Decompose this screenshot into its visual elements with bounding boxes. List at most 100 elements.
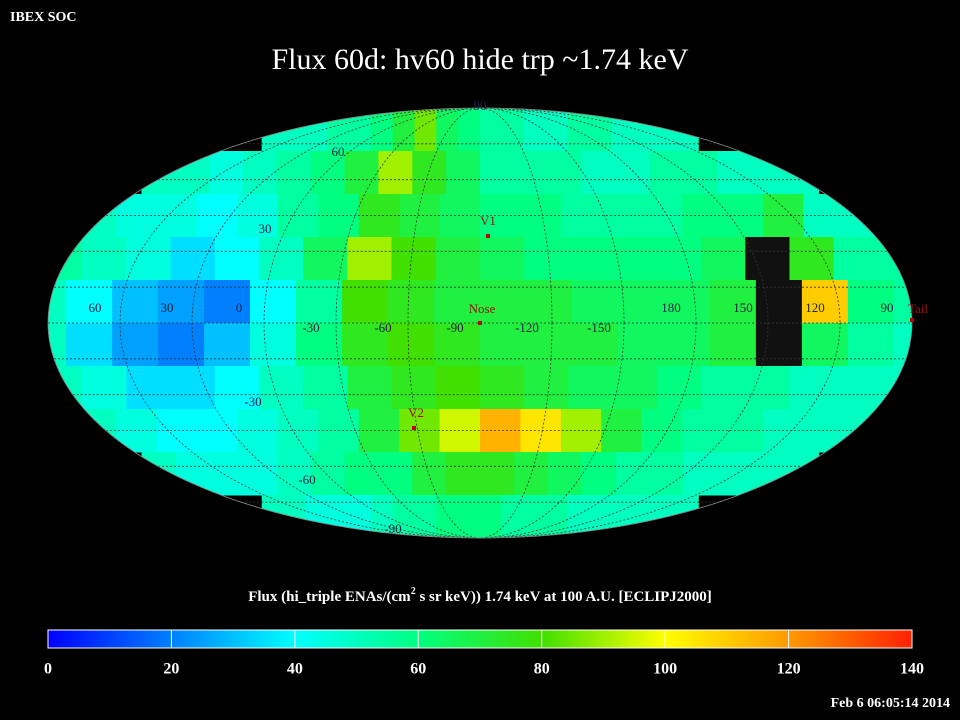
colorbar-label-sup: 2 [411, 586, 416, 597]
colorbar-tick-label: 80 [534, 661, 550, 678]
flux-cell [126, 237, 172, 281]
flux-cell [501, 495, 525, 538]
flux-cell [716, 151, 752, 195]
flux-cell [391, 237, 437, 281]
flux-cell [701, 237, 746, 281]
longitude-label: 180 [661, 300, 681, 315]
graticule [47, 107, 913, 539]
flux-cell [801, 323, 849, 367]
flux-cell [567, 495, 590, 538]
marker-dot [486, 234, 490, 238]
flux-cell [789, 366, 835, 410]
colorbar-tick-label: 100 [653, 661, 677, 678]
flux-cell [480, 452, 515, 496]
latitude-label: 90 [474, 98, 487, 113]
flux-cell [303, 237, 348, 281]
flux-cell [480, 366, 525, 410]
flux-cell [342, 280, 389, 324]
flux-cell [615, 452, 650, 496]
flux-cell [683, 151, 718, 195]
flux-cell [82, 366, 127, 410]
flux-cell [435, 366, 481, 410]
flux-cell [276, 452, 312, 496]
longitude-label: 90 [881, 300, 894, 315]
longitude-label: 120 [805, 300, 825, 315]
flux-cell [158, 323, 205, 367]
colorbar-label-part: Flux (hi_triple ENAs/(cm [248, 589, 411, 605]
flux-cell [82, 237, 127, 281]
marker-label: V1 [480, 213, 496, 228]
flux-cell [568, 366, 614, 410]
flux-cell [649, 452, 684, 496]
flux-cell [347, 237, 393, 281]
flux-cell [545, 108, 568, 152]
colorbar-tick-label: 60 [410, 661, 426, 678]
flux-cell [524, 366, 569, 410]
timestamp: Feb 6 06:05:14 2014 [831, 696, 950, 711]
flux-cell [480, 323, 527, 367]
flux-cell [412, 151, 447, 195]
marker-dot [478, 321, 482, 325]
flux-cell [568, 237, 614, 281]
colorbar-tick-label: 40 [287, 661, 303, 678]
map-outline [47, 107, 913, 539]
flux-cell [789, 237, 835, 281]
flux-cell [296, 323, 343, 367]
flux-cell [66, 280, 113, 324]
flux-cell [567, 108, 590, 152]
flux-cell [209, 452, 244, 496]
flux-cell [347, 366, 393, 410]
longitude-label: 30 [161, 300, 174, 315]
flux-cell [656, 237, 702, 281]
flux-cell [683, 452, 718, 496]
colorbar-tick-label: 120 [777, 661, 801, 678]
marker-label: V2 [408, 405, 424, 420]
flux-cell [209, 151, 244, 195]
flux-cell [612, 237, 658, 281]
corner-label: IBEX SOC [10, 10, 77, 25]
flux-cell [709, 280, 757, 324]
longitude-label: -90 [446, 320, 463, 335]
flux-cell [243, 151, 278, 195]
flux-cell [435, 237, 481, 281]
flux-cell [501, 108, 525, 152]
flux-cell [392, 108, 416, 152]
longitude-label: -30 [302, 320, 319, 335]
longitude-label: 0 [236, 300, 243, 315]
flux-cell [833, 237, 879, 281]
marker-label: Tail [908, 301, 928, 316]
flux-cell [745, 366, 790, 410]
flux-cell [310, 151, 346, 195]
flux-cell [388, 280, 435, 324]
flux-cell [547, 452, 583, 496]
flux-cell [370, 495, 394, 538]
flux-cell [523, 108, 546, 152]
colorbar-tick-label: 20 [163, 661, 179, 678]
latitude-label: -60 [298, 472, 315, 487]
flux-cell [391, 366, 437, 410]
flux-cell [547, 151, 583, 195]
marker-label: Nose [469, 301, 496, 316]
colorbar-label-part: s sr keV)) 1.74 keV at 100 A.U. [ECLIPJ2… [416, 589, 712, 605]
flux-cell [615, 151, 650, 195]
flux-cell [378, 452, 413, 496]
flux-cell [656, 366, 702, 410]
flux-cell [480, 237, 525, 281]
flux-cell [344, 151, 379, 195]
flux-cell [663, 323, 711, 367]
flux-cell [745, 237, 790, 281]
flux-cell [446, 452, 481, 496]
flux-cell [434, 280, 481, 324]
longitude-label: -60 [374, 320, 391, 335]
longitude-label: 150 [733, 300, 753, 315]
flux-cell [250, 280, 297, 324]
flux-cell [214, 366, 260, 410]
flux-cell [204, 323, 251, 367]
flux-cell [755, 323, 803, 367]
flux-cell [833, 366, 879, 410]
map-labels: 60 30 0 -30 -60 -90 -120 -150 180 150 120 90 90 60 30 -… [89, 98, 929, 536]
flux-cell [412, 452, 447, 496]
flux-cell [524, 237, 569, 281]
marker-dot [412, 426, 416, 430]
